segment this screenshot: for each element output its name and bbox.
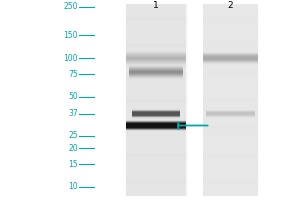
Bar [203, 4, 258, 196]
Bar [125, 4, 186, 196]
Text: 37: 37 [68, 109, 78, 118]
Text: 20: 20 [68, 144, 78, 153]
Text: 15: 15 [68, 160, 78, 169]
Text: 75: 75 [68, 70, 78, 79]
Text: 10: 10 [68, 182, 78, 191]
Text: 1: 1 [153, 1, 159, 10]
Text: 250: 250 [64, 2, 78, 11]
Text: 50: 50 [68, 92, 78, 101]
Text: 2: 2 [228, 1, 233, 10]
Text: 25: 25 [68, 131, 78, 140]
Text: 100: 100 [64, 54, 78, 63]
Text: 150: 150 [64, 31, 78, 40]
